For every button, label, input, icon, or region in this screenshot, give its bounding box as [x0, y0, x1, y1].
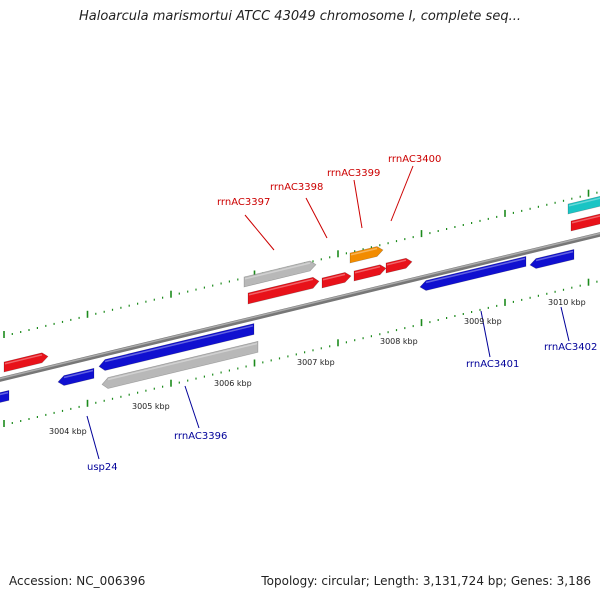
kbp-label-3007: 3007 kbp	[297, 358, 335, 367]
feature-blue-rrnAC3401[interactable]	[419, 256, 527, 291]
feature-gray-upper[interactable]	[243, 260, 317, 288]
feature-red-rrnAC3399-highlight	[354, 265, 381, 274]
feature-red-rrnAC3398[interactable]	[321, 272, 352, 289]
leader-line-rrnAC3399	[353, 179, 363, 229]
leader-line-rrnAC3397	[244, 214, 275, 251]
leader-line-rrnAC3400	[390, 165, 414, 222]
feature-red-rrnAC3397[interactable]	[247, 276, 320, 305]
feature-orange-rrnAC3399-highlight	[350, 247, 378, 256]
feature-red-left-highlight	[4, 354, 43, 365]
gene-label-rrnAC3397[interactable]: rrnAC3397	[217, 197, 270, 208]
kbp-label-3008: 3008 kbp	[380, 337, 418, 346]
leader-line-rrnAC3398	[305, 197, 328, 239]
feature-blue-rrnAC3401-highlight	[425, 257, 526, 284]
feature-gray-lower-highlight	[107, 342, 258, 381]
leader-line-rrnAC3402	[560, 306, 570, 342]
kbp-label-3005: 3005 kbp	[132, 402, 170, 411]
feature-gray-lower[interactable]	[101, 340, 259, 389]
leader-line-rrnAC3396	[184, 385, 200, 429]
kbp-label-3010: 3010 kbp	[548, 298, 586, 307]
feature-red-rrnAC3399[interactable]	[353, 264, 387, 282]
feature-red-rrnAC3397-highlight	[248, 278, 314, 296]
gene-label-rrnAC3398[interactable]: rrnAC3398	[270, 182, 323, 193]
kbp-label-3004: 3004 kbp	[49, 427, 87, 436]
accession-text: Accession: NC_006396	[9, 574, 146, 588]
leader-line-rrnAC3401	[480, 310, 491, 358]
feature-blue-left-edge[interactable]	[0, 390, 10, 403]
feature-blue-left-edge-highlight	[0, 391, 9, 396]
gene-label-usp24[interactable]: usp24	[87, 462, 118, 473]
topology-summary: Topology: circular; Length: 3,131,724 bp…	[261, 574, 591, 588]
feature-gray-upper-highlight	[244, 262, 311, 280]
feature-red-right-highlight	[571, 215, 600, 224]
feature-blue-long-highlight	[104, 325, 254, 363]
feature-cyan-right-highlight	[568, 197, 600, 207]
feature-blue-small-highlight	[63, 369, 94, 379]
feature-red-rrnAC3400-highlight	[386, 259, 407, 266]
feature-red-rrnAC3400[interactable]	[385, 257, 413, 274]
feature-orange-rrnAC3399[interactable]	[349, 246, 384, 264]
tick-marks	[3, 189, 598, 427]
feature-red-left[interactable]	[3, 352, 49, 373]
gene-label-rrnAC3402[interactable]: rrnAC3402	[544, 342, 597, 353]
gene-label-rrnAC3401[interactable]: rrnAC3401	[466, 359, 519, 370]
feature-blue-rrnAC3402-highlight	[535, 250, 574, 262]
genome-backbone	[0, 232, 600, 382]
gene-label-rrnAC3399[interactable]: rrnAC3399	[327, 168, 380, 179]
feature-red-right[interactable]	[570, 213, 600, 232]
feature-blue-long[interactable]	[98, 323, 255, 371]
kbp-label-3009: 3009 kbp	[464, 317, 502, 326]
feature-red-rrnAC3398-highlight	[322, 273, 346, 281]
map-title: Haloarcula marismortui ATCC 43049 chromo…	[79, 9, 521, 24]
gene-label-rrnAC3396[interactable]: rrnAC3396	[174, 431, 227, 442]
kbp-label-3006: 3006 kbp	[214, 379, 252, 388]
feature-blue-small[interactable]	[57, 367, 95, 386]
feature-blue-rrnAC3402[interactable]	[529, 249, 575, 269]
feature-cyan-right[interactable]	[567, 195, 600, 215]
leader-line-usp24	[86, 415, 100, 460]
feature-layer	[0, 195, 600, 403]
gene-label-rrnAC3400[interactable]: rrnAC3400	[388, 154, 441, 165]
